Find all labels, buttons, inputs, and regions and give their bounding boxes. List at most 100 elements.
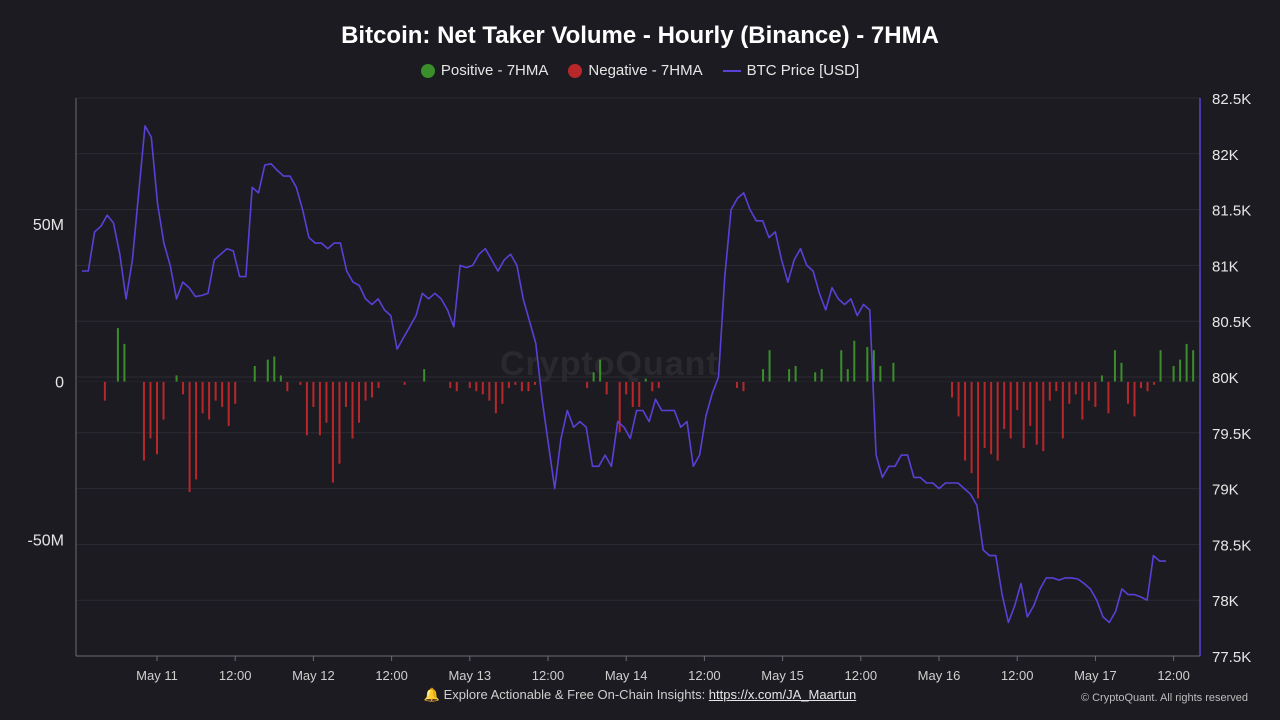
- x-tick-label: 12:00: [375, 668, 408, 683]
- bar-negative: [1003, 381, 1006, 430]
- bar-negative: [1126, 381, 1129, 404]
- legend-item-negative[interactable]: Negative - 7HMA: [568, 62, 703, 79]
- bar-positive: [872, 350, 875, 382]
- bar-negative: [344, 381, 347, 407]
- bar-negative: [286, 381, 289, 392]
- bar-negative: [1022, 381, 1025, 448]
- bar-negative: [325, 381, 328, 423]
- bar-positive: [279, 375, 282, 382]
- bar-negative: [221, 381, 224, 407]
- bar-negative: [657, 381, 660, 389]
- x-tick-label: 12:00: [688, 668, 721, 683]
- bar-negative: [1055, 381, 1058, 392]
- bar-positive: [866, 347, 869, 382]
- chart-title: Bitcoin: Net Taker Volume - Hourly (Bina…: [341, 22, 939, 49]
- bar-negative: [338, 381, 341, 464]
- y-right-tick-label: 81K: [1212, 258, 1239, 275]
- bar-positive: [879, 365, 882, 382]
- bar-negative: [618, 381, 621, 433]
- bar-negative: [475, 381, 478, 392]
- legend-label-positive: Positive - 7HMA: [440, 62, 549, 79]
- x-tick-label: 12:00: [219, 668, 252, 683]
- bar-positive: [266, 359, 269, 382]
- bar-negative: [299, 381, 302, 385]
- y-right-tick-label: 78K: [1212, 593, 1239, 610]
- bar-negative: [377, 381, 380, 389]
- bar-positive: [1185, 343, 1188, 382]
- footer-text: Explore Actionable & Free On-Chain Insig…: [443, 687, 709, 702]
- legend-item-btc-price[interactable]: BTC Price [USD]: [722, 62, 860, 79]
- chart-legend: Positive - 7HMA Negative - 7HMA BTC Pric…: [0, 62, 1280, 79]
- bar-positive: [253, 365, 256, 382]
- bar-positive: [644, 378, 647, 382]
- copyright: © CryptoQuant. All rights reserved: [1080, 692, 1248, 704]
- bar-negative: [305, 381, 308, 436]
- bar-positive: [762, 369, 765, 382]
- bar-negative: [364, 381, 367, 401]
- bar-negative: [468, 381, 471, 389]
- bar-positive: [423, 369, 426, 382]
- bar-negative: [403, 381, 406, 385]
- bar-negative: [1035, 381, 1038, 445]
- bar-negative: [227, 381, 230, 426]
- bar-positive: [1120, 362, 1123, 382]
- bar-positive: [892, 362, 895, 382]
- bar-negative: [488, 381, 491, 401]
- y-right-tick-label: 79.5K: [1212, 426, 1251, 443]
- bar-negative: [651, 381, 654, 392]
- bar-positive: [820, 369, 823, 382]
- bar-negative: [1016, 381, 1019, 411]
- y-right-tick-label: 82.5K: [1212, 91, 1251, 108]
- x-tick-label: 12:00: [532, 668, 565, 683]
- y-right-tick-label: 80.5K: [1212, 314, 1251, 331]
- bar-positive: [1179, 359, 1182, 382]
- bar-negative: [455, 381, 458, 392]
- legend-label-btc-price: BTC Price [USD]: [746, 62, 860, 79]
- bar-negative: [494, 381, 497, 414]
- x-tick-label: 12:00: [845, 668, 878, 683]
- bar-positive: [599, 359, 602, 382]
- bar-negative: [188, 381, 191, 493]
- bar-positive: [846, 369, 849, 382]
- bar-negative: [983, 381, 986, 448]
- bar-negative: [586, 381, 589, 389]
- x-tick-label: May 13: [448, 668, 491, 683]
- bar-negative: [1048, 381, 1051, 401]
- bar-negative: [234, 381, 237, 404]
- bar-negative: [1146, 381, 1149, 392]
- bar-positive: [1172, 365, 1175, 382]
- bar-positive: [116, 328, 119, 382]
- bar-positive: [1159, 350, 1162, 382]
- bar-negative: [625, 381, 628, 395]
- bar-negative: [156, 381, 158, 455]
- bar-negative: [214, 381, 217, 401]
- y-right-tick-label: 81.5K: [1212, 203, 1251, 220]
- bar-negative: [312, 381, 315, 407]
- bar-negative: [201, 381, 204, 414]
- bar-negative: [514, 381, 517, 385]
- y-right-tick-label: 82K: [1212, 147, 1239, 164]
- x-tick-label: May 17: [1074, 668, 1117, 683]
- legend-dot-negative: [568, 63, 583, 78]
- bar-negative: [527, 381, 530, 392]
- bar-negative: [351, 381, 354, 439]
- bar-negative: [970, 381, 973, 474]
- bar-negative: [1133, 381, 1136, 417]
- bar-negative: [1029, 381, 1032, 426]
- legend-label-negative: Negative - 7HMA: [588, 62, 703, 79]
- bar-positive: [794, 365, 797, 382]
- y-left-tick-label: 50M: [33, 217, 64, 234]
- legend-item-positive[interactable]: Positive - 7HMA: [420, 62, 549, 79]
- bar-negative: [318, 381, 321, 436]
- bar-positive: [1192, 350, 1195, 382]
- bar-negative: [957, 381, 960, 417]
- y-right-tick-label: 77.5K: [1212, 649, 1251, 666]
- bar-positive: [273, 356, 276, 382]
- bar-negative: [142, 381, 145, 461]
- bar-negative: [103, 381, 106, 401]
- bar-negative: [507, 381, 510, 389]
- footer-link[interactable]: https://x.com/JA_Maartun: [708, 687, 857, 702]
- bar-negative: [1042, 381, 1045, 452]
- y-right-tick-label: 78.5K: [1212, 537, 1251, 554]
- bar-negative: [371, 381, 374, 398]
